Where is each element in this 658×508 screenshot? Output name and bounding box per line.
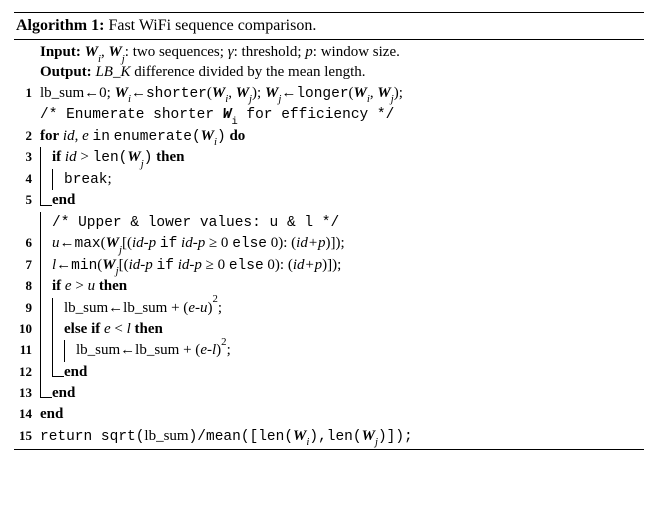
line-number: 8	[14, 276, 36, 297]
input-keyword: Input:	[40, 44, 81, 60]
top-rule	[14, 12, 644, 13]
code-content: end	[52, 385, 75, 401]
code-content: u←max(Wj[(id-p if id-p ≥ 0 else 0): (id+…	[52, 235, 345, 251]
line-number: 4	[14, 169, 36, 191]
caption-label: Algorithm 1:	[16, 17, 104, 34]
line-number: 14	[14, 404, 36, 425]
code-content: end	[52, 192, 75, 208]
code-content: l←min(Wj[(id-p if id-p ≥ 0 else 0): (id+…	[52, 257, 341, 273]
line-number: 2	[14, 126, 36, 148]
algorithm-block: Algorithm 1: Fast WiFi sequence comparis…	[0, 0, 658, 508]
bottom-rule	[14, 449, 644, 450]
line-number: 3	[14, 147, 36, 169]
line-number: 11	[14, 340, 36, 361]
code-content: if id > len(Wj) then	[52, 149, 185, 165]
code-line: if e > u then	[40, 276, 644, 297]
line-number: 10	[14, 319, 36, 340]
code-content: /* Enumerate shorter Wi for efficiency *…	[40, 106, 394, 122]
line-number: 12	[14, 362, 36, 383]
code-line: lb_sum←lb_sum + (e-u)2;	[40, 298, 644, 319]
code-line: break;	[40, 169, 644, 191]
code-line: /* Enumerate shorter Wi for efficiency *…	[40, 104, 644, 126]
output-text: LB_K difference divided by the mean leng…	[95, 64, 365, 80]
caption-title: Fast WiFi sequence comparison.	[108, 17, 316, 34]
code-line: return sqrt(lb_sum)/mean([len(Wi),len(Wj…	[40, 426, 644, 448]
code-line: u←max(Wj[(id-p if id-p ≥ 0 else 0): (id+…	[40, 233, 644, 255]
line-number	[14, 212, 36, 234]
code-line: lb_sum←lb_sum + (e-l)2;	[40, 340, 644, 361]
io-block: Input: Wi, Wj: two sequences; γ: thresho…	[14, 42, 644, 83]
line-number: 7	[14, 255, 36, 277]
algorithm-body: 1lb_sum←0; Wi←shorter(Wi, Wj); Wj←longer…	[14, 83, 644, 448]
code-content: else if e < l then	[64, 321, 163, 337]
code-content: end	[64, 364, 87, 380]
code-line: end	[40, 190, 644, 211]
line-number	[14, 104, 36, 126]
line-number: 5	[14, 190, 36, 211]
line-number: 13	[14, 383, 36, 404]
code-line: end	[40, 383, 644, 404]
code-line: l←min(Wj[(id-p if id-p ≥ 0 else 0): (id+…	[40, 255, 644, 277]
code-content: lb_sum←lb_sum + (e-l)2;	[76, 342, 231, 358]
input-line: Input: Wi, Wj: two sequences; γ: thresho…	[40, 42, 644, 62]
output-keyword: Output:	[40, 64, 92, 80]
line-number: 9	[14, 298, 36, 319]
code-content: if e > u then	[52, 278, 127, 294]
code-content: lb_sum←0; Wi←shorter(Wi, Wj); Wj←longer(…	[40, 85, 403, 101]
output-line: Output: LB_K difference divided by the m…	[40, 62, 644, 82]
code-line: /* Upper & lower values: u & l */	[40, 212, 644, 234]
code-line: end	[40, 362, 644, 383]
code-content: for id, e in enumerate(Wi) do	[40, 128, 245, 144]
code-content: break;	[64, 171, 112, 187]
code-line: for id, e in enumerate(Wi) do	[40, 126, 644, 148]
code-content: lb_sum←lb_sum + (e-u)2;	[64, 300, 222, 316]
code-line: else if e < l then	[40, 319, 644, 340]
code-line: end	[40, 404, 644, 425]
input-text: Wi, Wj: two sequences; γ: threshold; p: …	[85, 44, 400, 60]
code-content: /* Upper & lower values: u & l */	[52, 214, 339, 230]
caption-rule	[14, 39, 644, 40]
code-line: if id > len(Wj) then	[40, 147, 644, 169]
code-line: lb_sum←0; Wi←shorter(Wi, Wj); Wj←longer(…	[40, 83, 644, 105]
line-number: 1	[14, 83, 36, 105]
line-number: 15	[14, 426, 36, 448]
algorithm-caption: Algorithm 1: Fast WiFi sequence comparis…	[14, 15, 644, 37]
line-number: 6	[14, 233, 36, 255]
code-content: end	[40, 406, 63, 422]
code-content: return sqrt(lb_sum)/mean([len(Wi),len(Wj…	[40, 428, 413, 444]
